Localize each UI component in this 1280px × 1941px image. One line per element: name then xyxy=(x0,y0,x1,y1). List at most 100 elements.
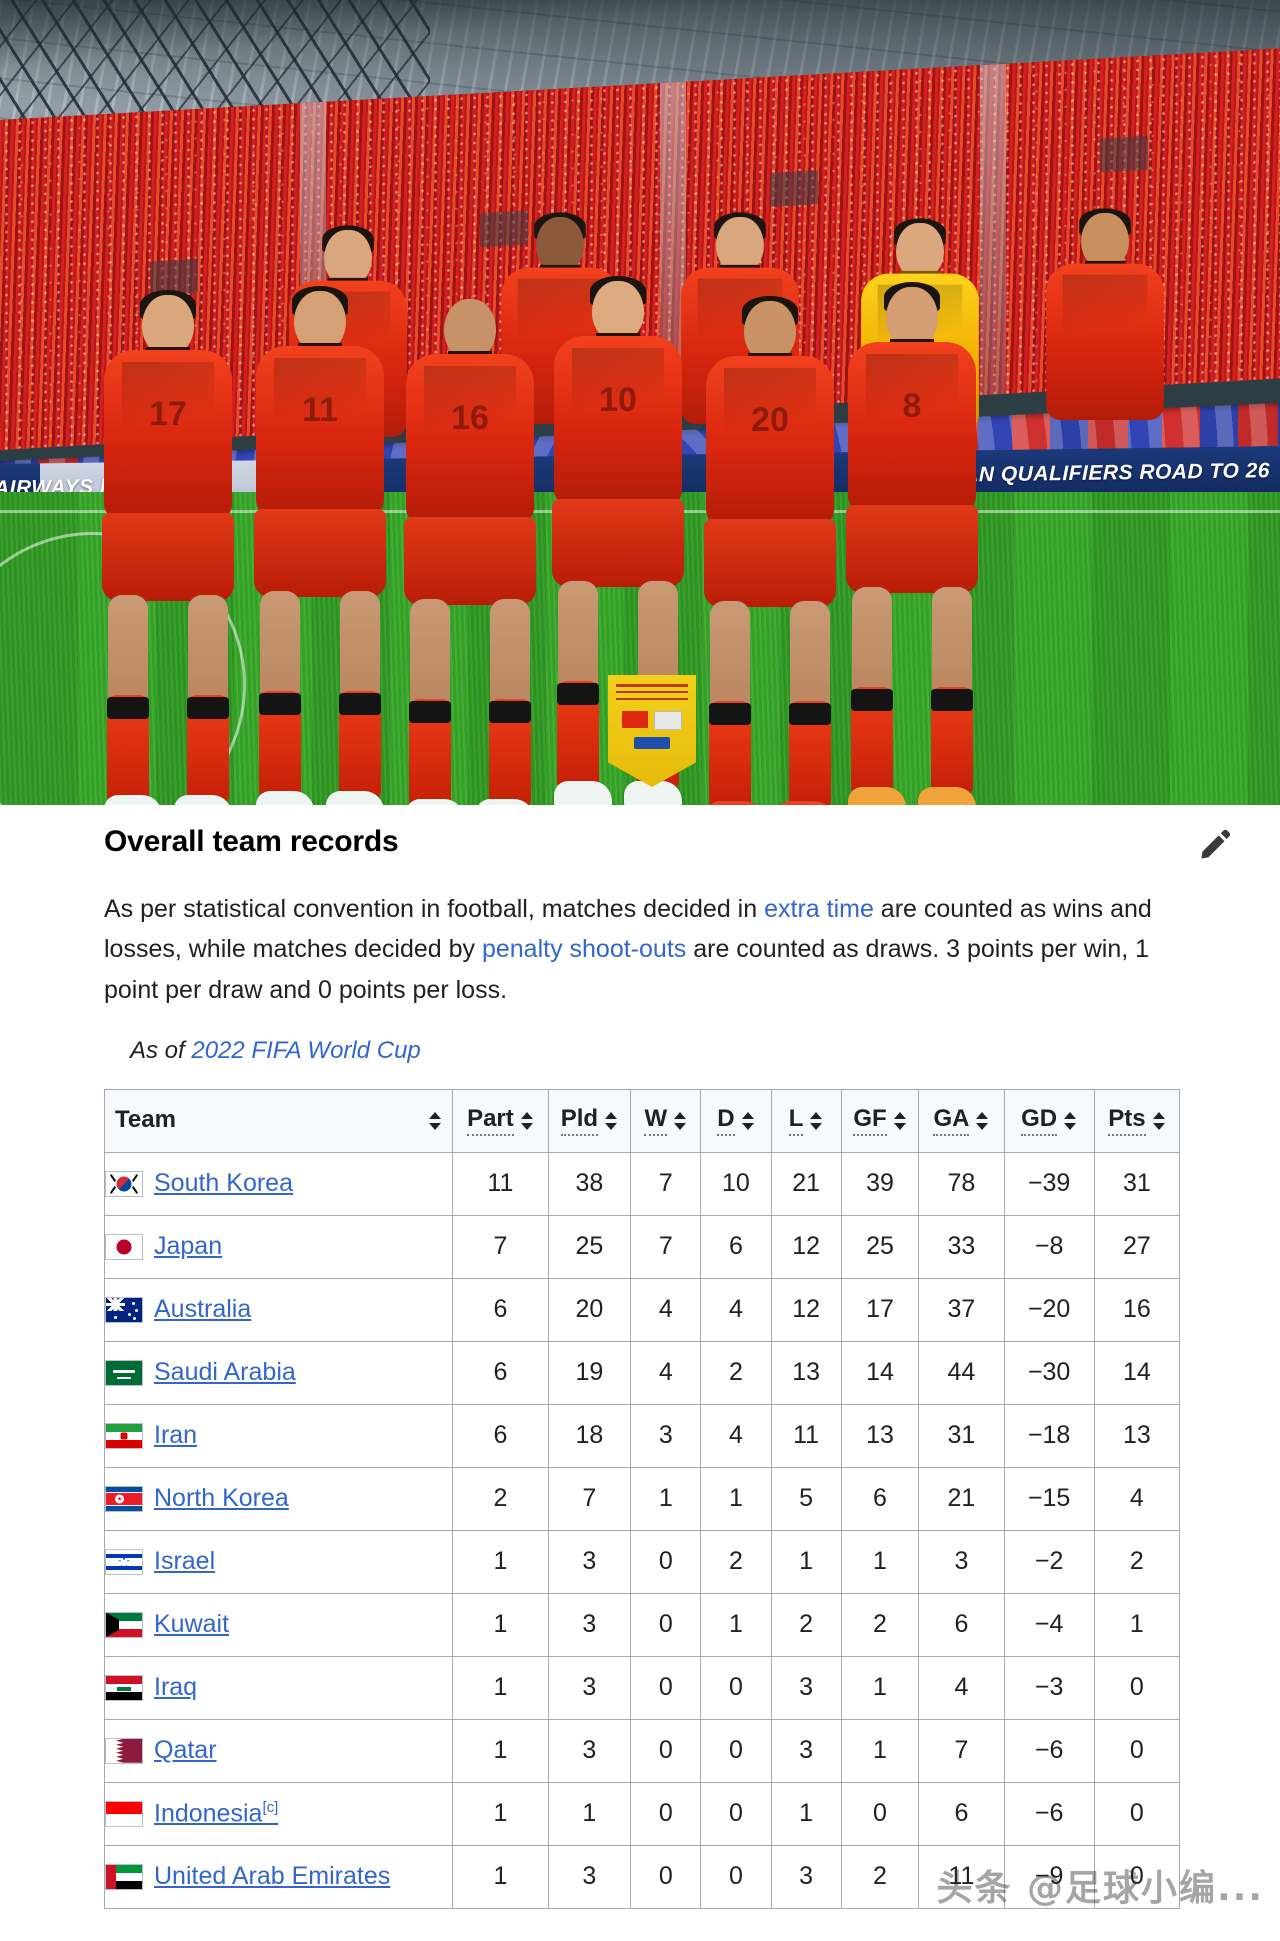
team-link[interactable]: South Korea xyxy=(154,1169,293,1198)
column-label-ga: GA xyxy=(933,1105,970,1137)
team-link[interactable]: Qatar xyxy=(154,1736,217,1765)
link-extra-time[interactable]: extra time xyxy=(764,894,874,923)
cell-pts: 0 xyxy=(1093,1844,1181,1909)
sort-icon-part[interactable] xyxy=(520,1111,534,1131)
flag-icon xyxy=(105,1233,143,1260)
table-row: Israel 1 3 0 2 1 1 3 −2 2 xyxy=(103,1529,1181,1594)
cell-gf: 17 xyxy=(840,1277,920,1342)
para-text-1: As per statistical convention in footbal… xyxy=(104,894,765,923)
pencil-edit-icon[interactable] xyxy=(1198,827,1232,861)
cell-d: 6 xyxy=(700,1214,772,1279)
records-table-wrapper: Team Part Pld xyxy=(0,1088,1280,1909)
team-cell: Kuwait xyxy=(103,1592,454,1657)
column-label-w: W xyxy=(644,1105,668,1137)
column-header-gf[interactable]: GF xyxy=(840,1088,920,1153)
team-link[interactable]: Indonesia[c] xyxy=(154,1799,279,1828)
cell-gf: 39 xyxy=(840,1151,920,1216)
sort-icon-pld[interactable] xyxy=(605,1111,618,1131)
team-link[interactable]: Iraq xyxy=(154,1673,198,1702)
cell-ga: 11 xyxy=(918,1844,1005,1909)
team-link[interactable]: Saudi Arabia xyxy=(154,1358,296,1387)
flag-icon xyxy=(105,1674,143,1701)
team-photo: AIRWAYS NEOM.COM ASIAN QUALIFIERS ROAD T… xyxy=(0,0,1280,805)
team-cell: Indonesia[c] xyxy=(103,1781,454,1846)
column-header-pts[interactable]: Pts xyxy=(1093,1088,1181,1153)
column-label-d: D xyxy=(717,1105,735,1137)
team-link[interactable]: Israel xyxy=(154,1547,216,1576)
sort-icon-w[interactable] xyxy=(674,1111,687,1131)
cell-pts: 14 xyxy=(1093,1340,1181,1405)
cell-l: 12 xyxy=(770,1214,842,1279)
team-cell: North Korea xyxy=(103,1466,454,1531)
cell-d: 0 xyxy=(700,1844,772,1909)
footnote-marker[interactable]: [c] xyxy=(262,1799,279,1817)
flag-icon xyxy=(105,1359,143,1386)
cell-d: 2 xyxy=(700,1529,772,1594)
cell-ga: 31 xyxy=(918,1403,1005,1468)
cell-w: 3 xyxy=(630,1403,702,1468)
team-link[interactable]: Japan xyxy=(154,1232,223,1261)
cell-gd: −20 xyxy=(1003,1277,1095,1342)
team-link[interactable]: Australia xyxy=(154,1295,252,1324)
sort-icon-d[interactable] xyxy=(741,1111,755,1131)
cell-l: 3 xyxy=(770,1844,842,1909)
cell-ga: 21 xyxy=(918,1466,1005,1531)
cell-ga: 4 xyxy=(918,1655,1005,1720)
sort-icon-gf[interactable] xyxy=(893,1111,907,1131)
table-row: Qatar 1 3 0 0 3 1 7 −6 0 xyxy=(103,1718,1181,1783)
column-header-l[interactable]: L xyxy=(770,1088,842,1153)
cell-d: 10 xyxy=(700,1151,772,1216)
cell-gf: 2 xyxy=(840,1592,920,1657)
column-header-d[interactable]: D xyxy=(700,1088,772,1153)
column-label-pld: Pld xyxy=(560,1105,599,1137)
cell-w: 0 xyxy=(630,1592,702,1657)
cell-ga: 7 xyxy=(918,1718,1005,1783)
overall-team-records-table: Team Part Pld xyxy=(103,1088,1181,1909)
cell-ga: 6 xyxy=(918,1781,1005,1846)
cell-gf: 13 xyxy=(840,1403,920,1468)
para-text-3: are counted as draws. 3 points per win, … xyxy=(104,935,1150,1004)
cell-pld: 3 xyxy=(547,1592,632,1657)
link-2022-fifa-world-cup[interactable]: 2022 FIFA World Cup xyxy=(191,1036,421,1064)
sort-icon-ga[interactable] xyxy=(976,1111,989,1131)
team-link[interactable]: North Korea xyxy=(154,1484,289,1513)
column-header-team[interactable]: Team xyxy=(103,1088,454,1153)
cell-gd: −39 xyxy=(1003,1151,1095,1216)
link-penalty-shootouts[interactable]: penalty shoot-outs xyxy=(481,935,687,964)
cell-l: 21 xyxy=(770,1151,842,1216)
cell-w: 7 xyxy=(630,1214,702,1279)
column-header-ga[interactable]: GA xyxy=(918,1088,1005,1153)
cell-part: 11 xyxy=(452,1151,549,1216)
cell-pld: 3 xyxy=(547,1529,632,1594)
cell-part: 7 xyxy=(452,1214,549,1279)
sort-icon-pts[interactable] xyxy=(1152,1111,1166,1131)
cell-d: 0 xyxy=(700,1655,772,1720)
cell-l: 1 xyxy=(770,1529,842,1594)
column-header-w[interactable]: W xyxy=(630,1088,702,1153)
team-link[interactable]: Kuwait xyxy=(154,1610,230,1639)
cell-l: 13 xyxy=(770,1340,842,1405)
cell-l: 5 xyxy=(770,1466,842,1531)
team-link[interactable]: United Arab Emirates xyxy=(154,1862,391,1891)
column-header-gd[interactable]: GD xyxy=(1003,1088,1095,1153)
flag-icon xyxy=(105,1170,143,1197)
cell-pld: 18 xyxy=(547,1403,632,1468)
team-link[interactable]: Iran xyxy=(154,1421,198,1450)
table-header-row: Team Part Pld xyxy=(103,1088,1181,1153)
sort-icon-team[interactable] xyxy=(429,1111,442,1131)
sort-icon-gd[interactable] xyxy=(1064,1111,1077,1131)
column-header-pld[interactable]: Pld xyxy=(547,1088,632,1153)
cell-gf: 1 xyxy=(840,1529,920,1594)
column-header-part[interactable]: Part xyxy=(452,1088,549,1153)
table-row: Iran 6 18 3 4 11 13 31 −18 13 xyxy=(103,1403,1181,1468)
sort-icon-l[interactable] xyxy=(810,1111,823,1131)
cell-w: 0 xyxy=(630,1529,702,1594)
players-group: 17 11 16 10 xyxy=(0,208,1280,805)
cell-gf: 1 xyxy=(840,1655,920,1720)
cell-gf: 1 xyxy=(840,1718,920,1783)
table-row: Indonesia[c] 1 1 0 0 1 0 6 −6 0 xyxy=(103,1781,1181,1846)
cell-d: 2 xyxy=(700,1340,772,1405)
cell-ga: 6 xyxy=(918,1592,1005,1657)
page-title: Overall team records xyxy=(104,825,399,858)
